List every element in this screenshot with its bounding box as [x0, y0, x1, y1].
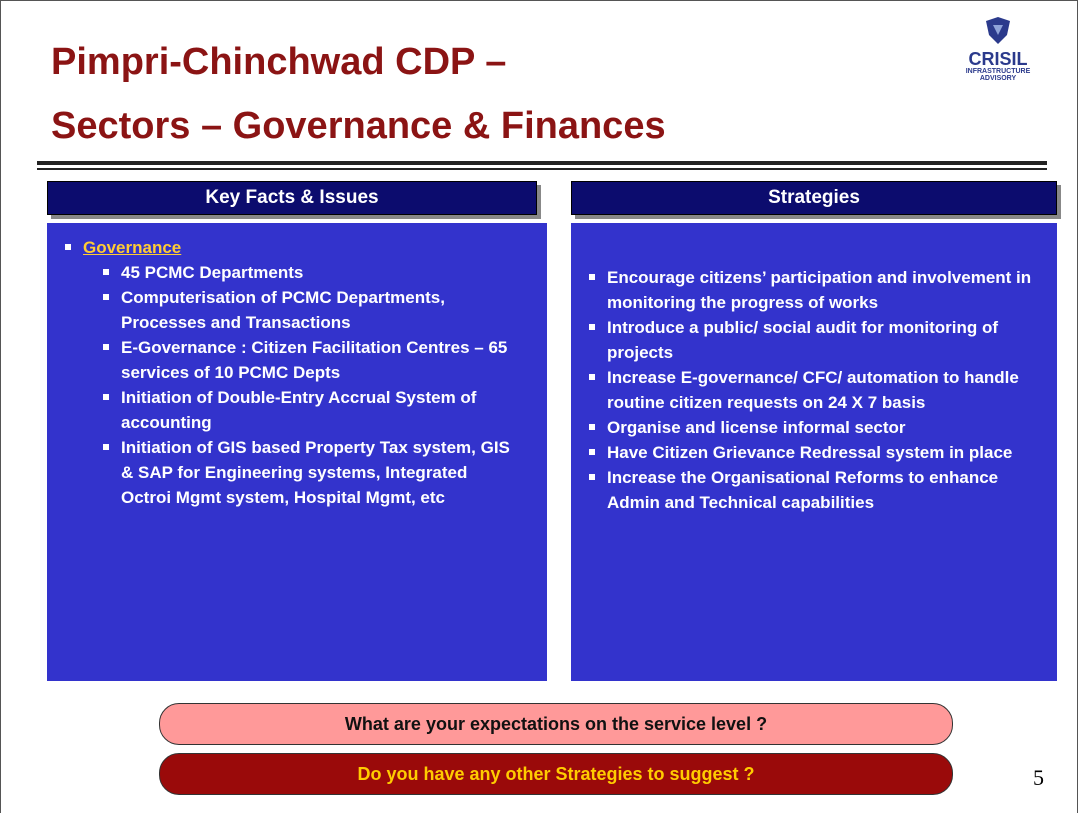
rule — [37, 161, 1047, 165]
logo-icon — [986, 17, 1010, 44]
bullet-item: Computerisation of PCMC Departments, Pro… — [95, 285, 517, 335]
logo-line1: INFRASTRUCTURE — [965, 68, 1031, 75]
title-line1: Pimpri-Chinchwad CDP – — [51, 41, 507, 83]
logo-line2: ADVISORY — [979, 75, 1017, 82]
section-item: Governance 45 PCMC Departments Computeris… — [57, 235, 537, 510]
bullet-item: Organise and license informal sector — [581, 415, 1043, 440]
left-panel: Governance 45 PCMC Departments Computeris… — [47, 223, 547, 681]
left-heading: Key Facts & Issues — [47, 181, 537, 215]
bullet-item: Initiation of GIS based Property Tax sys… — [95, 435, 517, 510]
bullet-item: Encourage citizens’ participation and in… — [581, 265, 1043, 315]
bullet-item: 45 PCMC Departments — [95, 260, 517, 285]
page-number: 5 — [1033, 765, 1044, 790]
logo: CRISIL INFRASTRUCTURE ADVISORY — [953, 17, 1043, 82]
right-panel: Encourage citizens’ participation and in… — [571, 223, 1057, 681]
right-heading: Strategies — [571, 181, 1057, 215]
bullet-item: Increase the Organisational Reforms to e… — [581, 465, 1043, 515]
bullet-item: Increase E-governance/ CFC/ automation t… — [581, 365, 1043, 415]
section-label: Governance — [83, 238, 182, 257]
question-button[interactable]: Do you have any other Strategies to sugg… — [159, 753, 953, 795]
bullet-item: Have Citizen Grievance Redressal system … — [581, 440, 1043, 465]
rule — [37, 168, 1047, 170]
title-line2: Sectors – Governance & Finances — [51, 105, 666, 147]
bullet-item: Introduce a public/ social audit for mon… — [581, 315, 1043, 365]
bullet-item: E-Governance : Citizen Facilitation Cent… — [95, 335, 517, 385]
logo-name: CRISIL — [968, 49, 1028, 69]
question-button[interactable]: What are your expectations on the servic… — [159, 703, 953, 745]
bullet-item: Initiation of Double-Entry Accrual Syste… — [95, 385, 517, 435]
